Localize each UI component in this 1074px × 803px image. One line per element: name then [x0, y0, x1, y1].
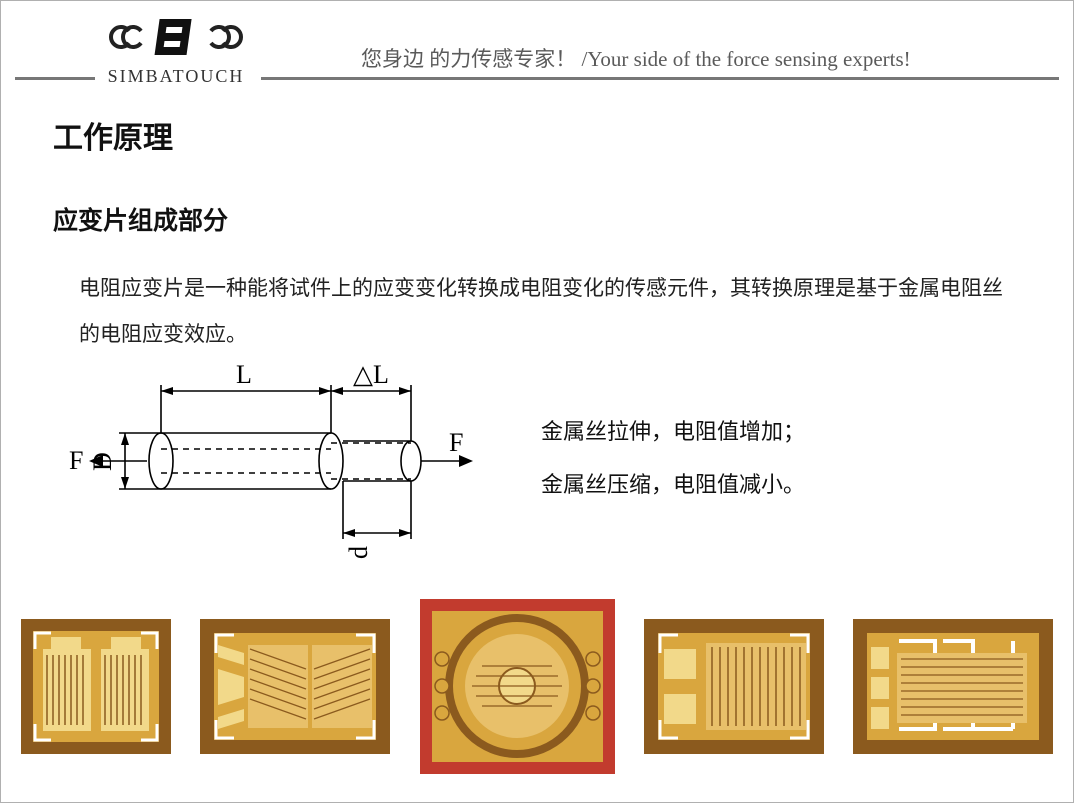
property-line-2: 金属丝压缩，电阻值减小。: [541, 459, 805, 512]
tagline: 您身边 的力传感专家！ /Your side of the force sens…: [361, 43, 911, 73]
logo-block: SIMBATOUCH: [101, 9, 251, 87]
header-rule-right: [261, 77, 1059, 80]
strain-gauge-1: [21, 619, 171, 754]
strain-gauge-3: [420, 599, 615, 774]
wire-diagram: L △L F F D d: [61, 361, 491, 561]
strain-gauge-4: [644, 619, 824, 754]
property-text: 金属丝拉伸，电阻值增加； 金属丝压缩，电阻值减小。: [541, 406, 805, 512]
header-rule-left: [15, 77, 95, 80]
strain-gauge-row: [21, 599, 1053, 774]
diagram-label-F-left: F: [69, 446, 83, 475]
diagram-label-d: d: [344, 546, 373, 559]
page-header: SIMBATOUCH 您身边 的力传感专家！ /Your side of the…: [1, 1, 1073, 91]
tagline-cn: 您身边 的力传感专家！: [361, 47, 576, 71]
body-paragraph: 电阻应变片是一种能将试件上的应变变化转换成电阻变化的传感元件，其转换原理是基于金…: [79, 266, 1013, 358]
tagline-sep: /: [576, 47, 587, 71]
logo-icon: [101, 9, 251, 59]
page-title: 工作原理: [53, 113, 173, 157]
strain-gauge-2: [200, 619, 390, 754]
tagline-en: Your side of the force sensing experts!: [587, 47, 910, 71]
diagram-label-F-right: F: [449, 428, 463, 457]
strain-gauge-5: [853, 619, 1053, 754]
diagram-label-D: D: [88, 452, 117, 471]
diagram-label-dL: △L: [353, 361, 389, 389]
brand-name: SIMBATOUCH: [101, 66, 251, 87]
property-line-1: 金属丝拉伸，电阻值增加；: [541, 406, 805, 459]
diagram-label-L: L: [236, 361, 252, 389]
section-title: 应变片组成部分: [53, 201, 228, 237]
